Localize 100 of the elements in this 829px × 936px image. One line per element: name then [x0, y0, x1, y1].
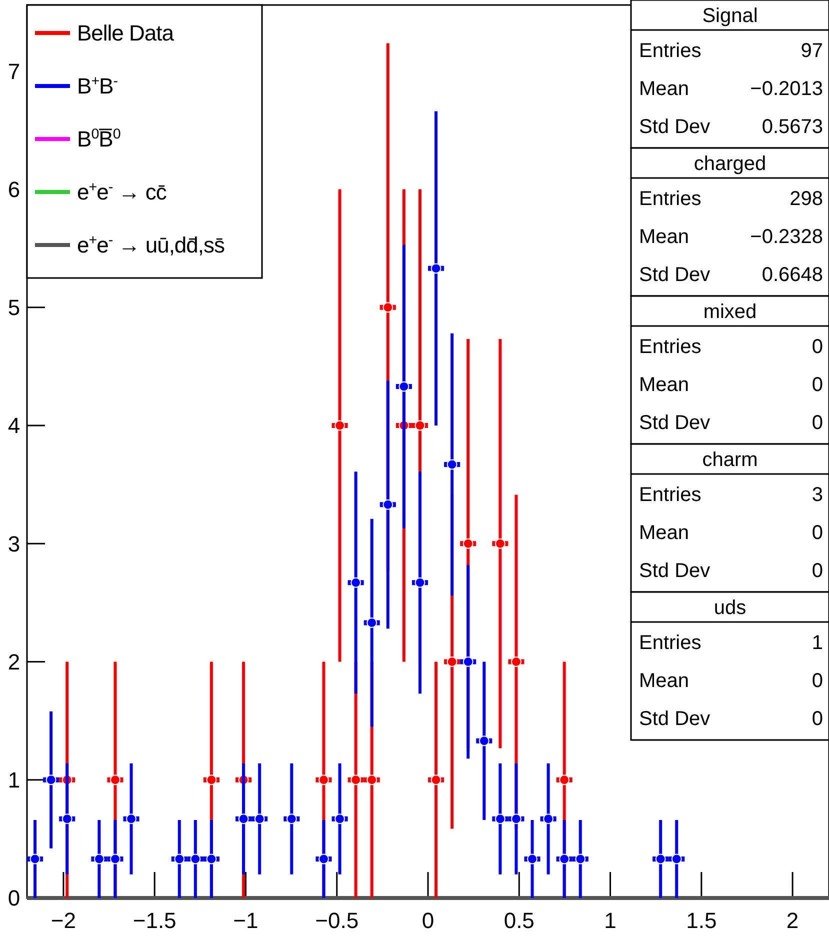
annotation: Std Dev	[639, 412, 710, 434]
point	[478, 736, 490, 746]
point	[398, 381, 410, 392]
annotation: 0.5673	[762, 116, 823, 138]
point	[238, 814, 249, 824]
annotation: Std Dev	[639, 708, 710, 730]
point	[527, 854, 538, 864]
annotation: Entries	[639, 336, 702, 358]
y-tick-label: 4	[8, 413, 20, 438]
annotation: 3	[812, 484, 823, 506]
y-tick-label: 5	[8, 295, 20, 320]
point	[430, 774, 442, 786]
legend-label: e$^{+}$e$^{-}$ → uū,dd̄,ss̄	[77, 232, 226, 258]
annotation: Std Dev	[639, 560, 710, 582]
point	[462, 656, 474, 667]
point	[94, 854, 104, 864]
point	[382, 499, 394, 510]
annotation: charm	[702, 449, 758, 471]
point	[206, 854, 217, 864]
annotation: −0.2013	[750, 78, 823, 100]
annotation: Mean	[639, 522, 690, 544]
annotation: 0	[812, 522, 823, 544]
point	[110, 854, 120, 864]
annotation: Mean	[639, 374, 690, 396]
annotation: Mean	[639, 670, 690, 692]
annotation: 97	[800, 40, 823, 62]
x-tick-label: 1	[604, 908, 616, 933]
annotation: −0.2328	[750, 226, 823, 248]
point	[494, 814, 506, 824]
annotation: 0	[812, 708, 823, 730]
annotation: 298	[790, 188, 823, 210]
y-tick-label: 0	[8, 886, 20, 911]
point	[30, 854, 40, 864]
annotation: 0.6648	[762, 264, 823, 286]
x-tick-label: −1.5	[132, 908, 176, 933]
point	[382, 302, 394, 313]
annotation: Mean	[639, 78, 690, 100]
x-tick-label: 0	[422, 908, 434, 933]
annotation: Entries	[639, 188, 702, 210]
annotation: Signal	[702, 5, 758, 27]
point	[318, 774, 329, 786]
point	[414, 577, 426, 588]
point	[318, 854, 329, 864]
annotation: Mean	[639, 226, 690, 248]
point	[366, 618, 378, 628]
x-tick-label: 0.5	[504, 908, 534, 933]
point	[334, 420, 345, 431]
point	[110, 774, 120, 786]
point	[126, 814, 136, 824]
point	[462, 538, 474, 549]
annotation: 0	[812, 560, 823, 582]
point	[174, 854, 185, 864]
point	[430, 263, 442, 274]
annotation: 0	[812, 336, 823, 358]
annotation: Entries	[639, 40, 702, 62]
legend-label: Belle Data	[77, 20, 175, 46]
point	[350, 774, 362, 786]
annotation: 0	[812, 412, 823, 434]
point	[494, 538, 506, 549]
point	[559, 774, 570, 786]
legend-label: B$^{0}$B̅$^{0}$	[77, 126, 121, 152]
legend-label: e$^{+}$e$^{-}$ → cc̄	[77, 180, 167, 205]
y-tick-label: 1	[8, 768, 20, 793]
point	[190, 854, 201, 864]
point	[286, 814, 297, 824]
point	[559, 854, 570, 864]
point	[511, 656, 522, 667]
y-tick-label: 3	[8, 531, 20, 556]
annotation: Std Dev	[639, 264, 710, 286]
annotation: mixed	[703, 301, 757, 323]
annotation: charged	[694, 153, 766, 175]
point	[46, 774, 56, 786]
point	[414, 420, 426, 431]
x-tick-label: 1.5	[686, 908, 717, 933]
annotation: 0	[812, 670, 823, 692]
annotation: Entries	[639, 484, 702, 506]
annotation: 0	[812, 374, 823, 396]
annotation: Std Dev	[639, 116, 710, 138]
point	[511, 814, 522, 824]
y-tick-label: 7	[8, 58, 20, 84]
point	[206, 774, 217, 786]
annotation: uds	[714, 597, 746, 619]
x-tick-label: −2	[50, 908, 76, 933]
point	[655, 854, 666, 864]
annotation: Entries	[639, 632, 702, 654]
y-tick-label: 2	[8, 649, 20, 674]
point	[575, 854, 586, 864]
point	[446, 459, 458, 470]
x-tick-label: −1	[233, 908, 258, 933]
point	[254, 814, 265, 824]
annotation: 1	[812, 632, 823, 654]
point	[366, 774, 378, 786]
point	[350, 577, 362, 588]
y-tick-label: 6	[8, 176, 20, 202]
point	[671, 854, 682, 864]
point	[334, 814, 345, 824]
point	[446, 656, 458, 667]
point	[543, 814, 554, 824]
legend-label: B$^{+}$B$^{-}$	[77, 74, 118, 99]
x-tick-label: −0.5	[315, 908, 359, 933]
